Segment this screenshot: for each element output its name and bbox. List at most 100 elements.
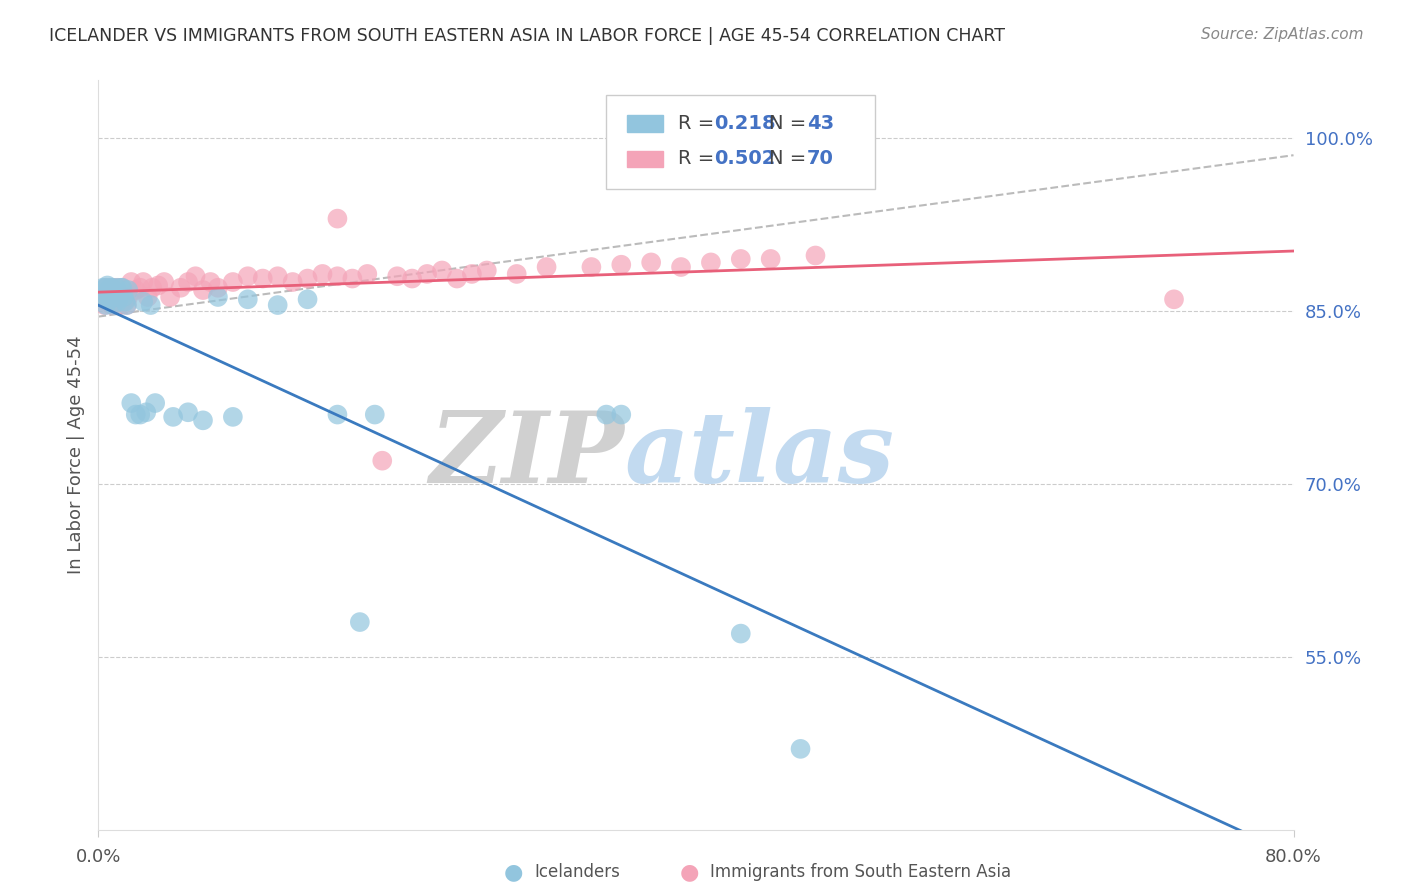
Point <box>91 281 114 295</box>
Point <box>236 293 259 307</box>
Text: 0.502: 0.502 <box>714 150 775 169</box>
Point <box>385 269 409 284</box>
Point <box>120 396 142 410</box>
Point <box>640 255 662 269</box>
Point <box>401 271 423 285</box>
Point <box>759 252 782 266</box>
Point <box>162 409 184 424</box>
Point <box>297 271 319 285</box>
Point <box>536 260 558 274</box>
Bar <box>627 151 662 167</box>
Point <box>94 281 117 295</box>
Bar <box>627 115 662 132</box>
Point <box>108 290 131 304</box>
Point <box>804 248 827 262</box>
Point <box>326 408 349 422</box>
Point <box>117 290 139 304</box>
Point <box>97 283 120 297</box>
Point <box>610 408 633 422</box>
Text: atlas: atlas <box>624 407 894 503</box>
Text: 70: 70 <box>807 150 834 169</box>
Point <box>311 267 333 281</box>
Point <box>148 278 170 293</box>
Point <box>141 281 163 295</box>
Point <box>281 275 304 289</box>
Point <box>132 294 155 309</box>
Point <box>98 281 122 295</box>
Point <box>115 298 138 312</box>
Point <box>342 271 364 285</box>
Point <box>236 269 259 284</box>
Point <box>101 298 124 312</box>
Point <box>108 298 131 312</box>
Point <box>115 298 138 312</box>
Point <box>103 281 125 295</box>
Point <box>107 294 129 309</box>
Point <box>184 269 207 284</box>
Point <box>112 290 135 304</box>
Point <box>93 298 115 312</box>
Point <box>110 290 132 304</box>
Point <box>356 267 378 281</box>
Point <box>111 281 134 295</box>
Point <box>610 258 633 272</box>
Point <box>191 283 214 297</box>
Point <box>111 281 134 295</box>
Point <box>200 275 222 289</box>
Point <box>730 626 752 640</box>
Point <box>125 408 148 422</box>
Text: Icelanders: Icelanders <box>534 863 620 881</box>
Point <box>143 396 166 410</box>
Point <box>669 260 692 274</box>
Point <box>207 290 229 304</box>
Point <box>98 290 122 304</box>
Point <box>96 278 118 293</box>
Point <box>446 271 468 285</box>
Point <box>789 742 811 756</box>
Point <box>101 281 124 295</box>
Point <box>96 290 118 304</box>
Point <box>136 290 159 304</box>
Point <box>506 267 529 281</box>
Point <box>371 453 394 467</box>
Point <box>120 275 142 289</box>
Point <box>222 275 245 289</box>
Text: 43: 43 <box>807 114 834 133</box>
Point <box>475 263 498 277</box>
Point <box>96 294 118 309</box>
Point <box>1163 293 1185 307</box>
Point <box>105 286 128 301</box>
Point <box>98 293 122 307</box>
Point <box>326 211 349 226</box>
Point <box>177 275 200 289</box>
Text: N =: N = <box>769 114 813 133</box>
Text: ●: ● <box>503 863 523 882</box>
Text: R =: R = <box>678 114 720 133</box>
Point <box>117 283 139 297</box>
Point <box>93 290 115 304</box>
Point <box>139 298 162 312</box>
Text: ZIP: ZIP <box>429 407 624 503</box>
Point <box>177 405 200 419</box>
Point <box>222 409 245 424</box>
Text: ICELANDER VS IMMIGRANTS FROM SOUTH EASTERN ASIA IN LABOR FORCE | AGE 45-54 CORRE: ICELANDER VS IMMIGRANTS FROM SOUTH EASTE… <box>49 27 1005 45</box>
Point <box>97 286 120 301</box>
Point <box>105 281 128 295</box>
Point <box>595 408 617 422</box>
Point <box>114 294 136 309</box>
Point <box>129 281 152 295</box>
Point <box>416 267 439 281</box>
Point <box>129 408 152 422</box>
Point <box>94 281 117 295</box>
Text: ●: ● <box>679 863 699 882</box>
Text: N =: N = <box>769 150 813 169</box>
Point <box>267 298 290 312</box>
Text: 0.218: 0.218 <box>714 114 776 133</box>
Text: Source: ZipAtlas.com: Source: ZipAtlas.com <box>1201 27 1364 42</box>
Point <box>153 275 176 289</box>
Text: Immigrants from South Eastern Asia: Immigrants from South Eastern Asia <box>710 863 1011 881</box>
Point <box>207 281 229 295</box>
Point <box>91 290 114 304</box>
Point <box>135 405 157 419</box>
FancyBboxPatch shape <box>606 95 876 189</box>
